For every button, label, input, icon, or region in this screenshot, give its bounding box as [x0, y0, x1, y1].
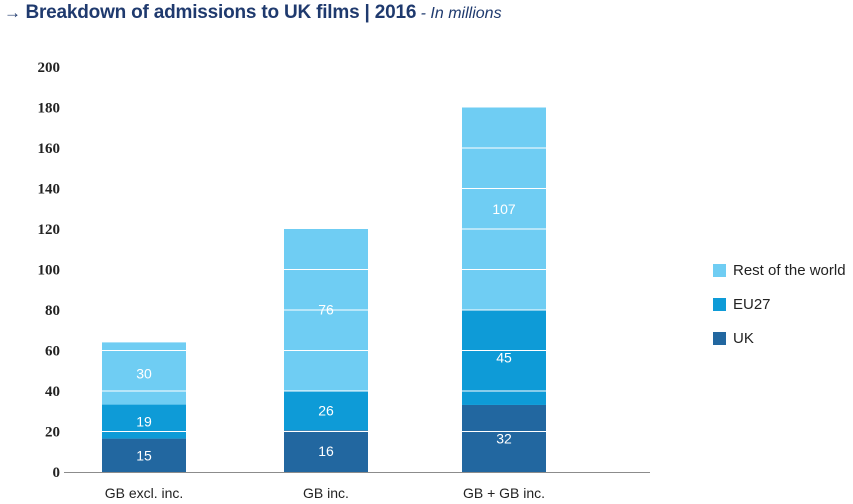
x-tick-label: GB + GB inc. [463, 485, 545, 501]
y-tick-label: 0 [53, 465, 61, 481]
y-tick-label: 180 [38, 101, 61, 117]
legend-label: EU27 [733, 296, 771, 313]
legend-label: UK [733, 330, 754, 347]
data-label: 15 [136, 447, 152, 463]
chart-subtitle: - In millions [420, 5, 502, 22]
y-tick-label: 40 [45, 384, 60, 400]
y-tick-label: 60 [45, 344, 60, 360]
data-labels: 15 19 30 16 26 76 32 45 107 [136, 201, 516, 464]
legend-swatch [713, 298, 726, 311]
data-label: 30 [136, 365, 152, 381]
y-tick-label: 20 [45, 425, 60, 441]
legend-item: UK [713, 330, 846, 347]
y-tick-label: 100 [38, 263, 61, 279]
chart-title: → Breakdown of admissions to UK films | … [4, 2, 502, 24]
legend-swatch [713, 264, 726, 277]
x-tick-label: GB inc. [303, 485, 349, 501]
y-tick-label: 80 [45, 303, 60, 319]
y-tick-label: 140 [38, 182, 61, 198]
legend-item: EU27 [713, 296, 846, 313]
data-label: 76 [318, 302, 334, 318]
bar-segment-rest-of-the-world [462, 107, 546, 310]
data-label: 19 [136, 414, 152, 430]
y-tick-label: 160 [38, 141, 61, 157]
arrow-icon: → [4, 3, 21, 22]
bar-segment-eu27 [284, 390, 368, 431]
bar-segment-uk [102, 438, 186, 472]
chart-title-text: Breakdown of admissions to UK films | 20… [25, 2, 417, 23]
legend-item: Rest of the world [713, 262, 846, 279]
y-tick-label: 120 [38, 222, 61, 238]
bars [102, 107, 546, 472]
x-tick-label: GB excl. inc. [105, 485, 184, 501]
data-label: 45 [496, 349, 512, 365]
bar-segment-uk [462, 404, 546, 472]
data-label: 26 [318, 402, 334, 418]
legend: Rest of the world EU27 UK [713, 262, 846, 364]
legend-label: Rest of the world [733, 262, 846, 279]
bar-segment-eu27 [102, 404, 186, 439]
data-label: 16 [318, 443, 334, 459]
x-axis: GB excl. inc. GB inc. GB + GB inc. [64, 472, 650, 501]
data-label: 107 [492, 201, 516, 217]
bar-segment-eu27 [462, 310, 546, 405]
y-axis-ticks: 0 20 40 60 80 100 120 140 160 180 200 [38, 60, 61, 481]
legend-swatch [713, 332, 726, 345]
y-tick-label: 200 [38, 60, 61, 76]
bar-segment-rest-of-the-world [102, 342, 186, 405]
bar-segment-uk [284, 430, 368, 472]
data-label: 32 [496, 430, 512, 446]
